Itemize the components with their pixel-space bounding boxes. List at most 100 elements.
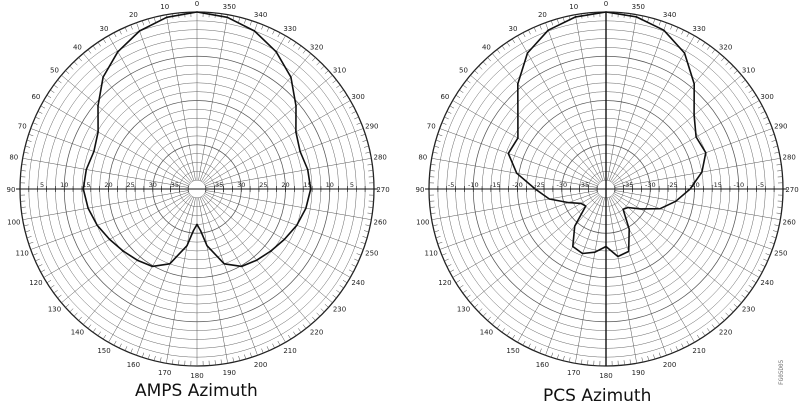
pattern-point [295, 105, 297, 107]
outer-tick [244, 354, 247, 360]
angle-tick-label: 250 [365, 250, 378, 258]
pattern-point [186, 245, 188, 247]
outer-tick [50, 285, 55, 289]
pattern-point [206, 245, 208, 247]
pattern-point [97, 105, 99, 107]
outer-tick [482, 312, 487, 317]
pattern-point [136, 259, 138, 261]
pcs-azimuth-caption: PCS Azimuth [543, 386, 652, 406]
angle-tick-label: 160 [127, 361, 140, 369]
outer-tick [741, 79, 746, 84]
pcs-azimuth-chart: 0 350 340 330 320 310 300 290 280 270 260 250 240 230… [416, 0, 799, 380]
angle-tick-label: 330 [283, 25, 296, 33]
angle-tick-label: 240 [351, 279, 364, 287]
grid-spoke [517, 196, 602, 343]
outer-tick [25, 145, 31, 148]
radial-tick-label: 30 [237, 181, 245, 189]
angle-tick-label: 190 [223, 369, 236, 377]
grid-spoke [611, 195, 720, 325]
angle-tick-label: 80 [418, 154, 427, 162]
outer-tick [777, 170, 783, 172]
pattern-point [223, 263, 225, 265]
outer-tick [721, 316, 725, 321]
angle-tick-label: 310 [333, 66, 346, 74]
grid-spoke [205, 158, 372, 188]
pattern-point [534, 188, 536, 190]
grid-spoke [201, 35, 286, 182]
angle-tick-label: 280 [374, 154, 387, 162]
angle-tick-label: 70 [427, 122, 436, 130]
outer-tick [551, 20, 554, 26]
outer-tick [32, 122, 38, 125]
outer-tick [40, 269, 46, 273]
outer-tick [124, 27, 128, 32]
pattern-point [196, 11, 198, 13]
outer-tick [238, 355, 241, 361]
grid-spoke [30, 128, 189, 187]
outer-tick [511, 334, 516, 340]
angle-tick-label: 230 [742, 306, 755, 314]
outer-tick [277, 340, 281, 346]
pattern-point [693, 83, 695, 85]
grid-spoke [22, 190, 189, 220]
outer-tick [220, 359, 222, 365]
angle-tick-label: 270 [376, 186, 389, 194]
angle-tick-label: 140 [71, 329, 84, 337]
outer-tick [293, 42, 297, 47]
pattern-point [295, 131, 297, 133]
outer-tick [587, 360, 589, 366]
radial-tick-label: 20 [104, 181, 112, 189]
angle-tick-label: 160 [536, 361, 549, 369]
outer-tick [434, 230, 440, 233]
outer-tick [658, 352, 661, 358]
grid-spoke [612, 194, 742, 303]
outer-tick [249, 20, 252, 26]
outer-tick [429, 170, 435, 172]
outer-tick [437, 241, 443, 244]
pattern-point [663, 29, 665, 31]
pattern-point [628, 228, 630, 230]
grid-spoke [610, 35, 695, 182]
angle-tick-label: 50 [459, 66, 468, 74]
outer-tick [432, 151, 438, 154]
outer-tick [772, 145, 778, 148]
angle-tick-label: 340 [663, 11, 676, 19]
outer-tick [772, 230, 778, 233]
grid-spoke [608, 197, 667, 356]
pattern-point [627, 206, 629, 209]
outer-tick [686, 32, 690, 38]
angle-tick-label: 50 [50, 66, 59, 74]
outer-tick [641, 357, 644, 363]
outer-tick [348, 269, 354, 273]
outer-tick [702, 331, 706, 336]
outer-tick [362, 139, 368, 142]
angle-tick-label: 280 [783, 154, 796, 162]
angle-tick-label: 320 [719, 44, 732, 52]
angle-tick-label: 130 [48, 306, 61, 314]
outer-tick [130, 24, 133, 30]
angle-tick-label: 230 [333, 306, 346, 314]
outer-tick [50, 89, 55, 93]
outer-tick [748, 89, 753, 93]
angle-tick-label: 130 [457, 306, 470, 314]
outer-tick [147, 354, 150, 360]
outer-tick [46, 94, 52, 99]
outer-tick [320, 65, 325, 70]
radial-tick-label: -15 [711, 181, 722, 189]
outer-tick [774, 224, 780, 227]
grid-spoke [470, 75, 600, 184]
outer-tick [302, 49, 307, 54]
outer-tick [751, 279, 757, 284]
radial-tick-label: -15 [490, 181, 501, 189]
pattern-point [575, 16, 577, 18]
angle-tick-label: 150 [506, 347, 519, 355]
outer-tick [462, 84, 467, 89]
angle-tick-label: 180 [190, 372, 203, 380]
grid-spoke [198, 197, 228, 364]
grid-spoke [545, 197, 604, 356]
outer-tick [297, 45, 302, 50]
pattern-point [639, 208, 642, 210]
outer-tick [441, 253, 447, 256]
radial-tick-label: 30 [149, 181, 157, 189]
outer-tick [733, 70, 738, 74]
